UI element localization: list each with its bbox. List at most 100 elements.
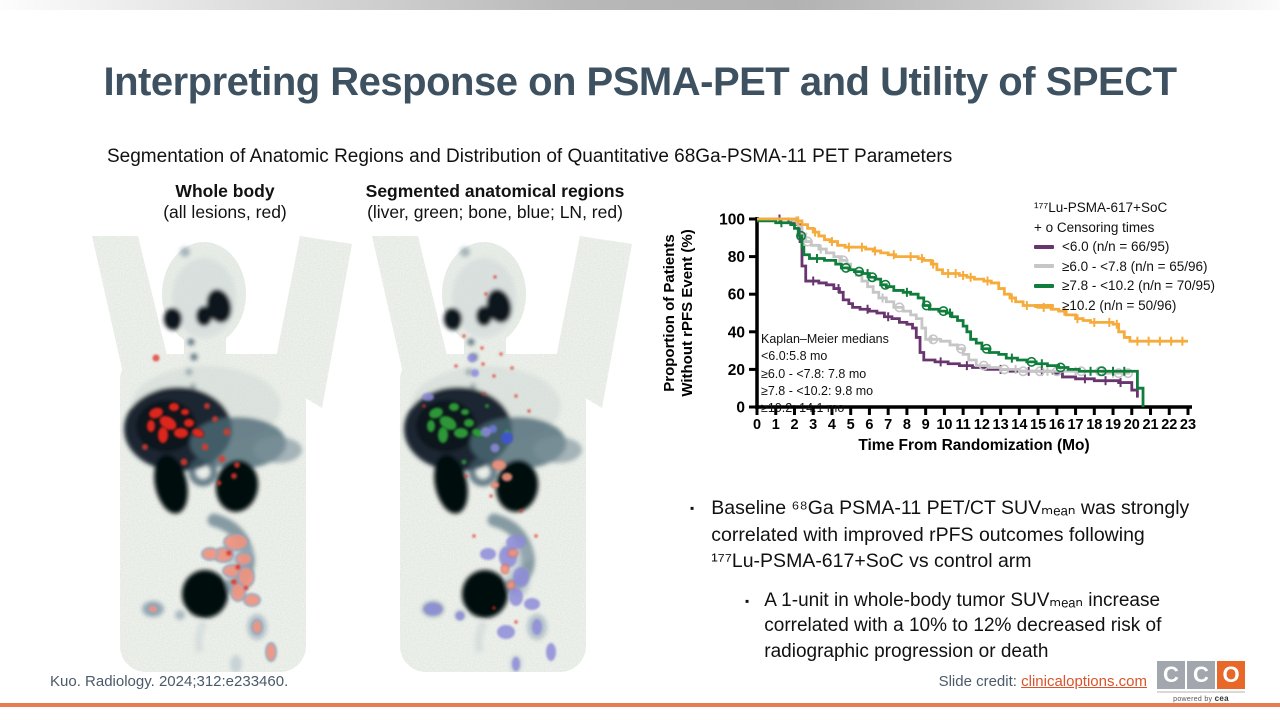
km-curve [757, 219, 1145, 407]
legend-item: <6.0 (n/n = 66/95) [1034, 237, 1215, 257]
whole-body-subtitle: (all lesions, red) [163, 202, 287, 223]
bullet-sub-text: A 1-unit in whole-body tumor SUVₘₑₐₙ inc… [764, 589, 1162, 663]
km-chart: 0 20 40 60 80 100 0 1 2 3 4 5 6 7 8 9 10 11 12 13 14 15 16 17 18… [660, 196, 1276, 468]
censor-circle [999, 364, 1010, 375]
censor-circle [796, 230, 807, 241]
x-tick-label: 0 [753, 417, 761, 433]
censor-circle [1055, 362, 1066, 373]
legend-label: ≥10.2 (n/n = 50/96) [1062, 297, 1177, 313]
censor-circle [1026, 356, 1037, 367]
y-axis-title: Proportion of Patients [661, 234, 678, 392]
x-tick-label: 17 [1067, 417, 1083, 433]
y-tick-label: 40 [728, 324, 745, 341]
x-tick-label: 21 [1142, 417, 1158, 433]
y-tick-label: 80 [728, 249, 745, 266]
x-tick-label: 3 [809, 417, 817, 433]
km-medians-annotation: Kaplan–Meier medians <6.0:5.8 mo ≥6.0 - <7… [761, 331, 889, 417]
slide-credit-link[interactable]: clinicaloptions.com [1021, 673, 1147, 690]
bullet-list: ▪ Baseline ⁶⁸Ga PSMA-11 PET/CT SUVₘₑₐₙ w… [690, 495, 1195, 665]
bottom-accent-line [0, 703, 1280, 707]
x-tick-label: 11 [955, 417, 970, 433]
legend-label: <6.0 (n/n = 66/95) [1062, 239, 1170, 255]
citation: Kuo. Radiology. 2024;312:e233460. [50, 673, 289, 690]
bullet-marker: ▪ [690, 501, 695, 515]
km-medians-line: <6.0:5.8 mo [761, 349, 828, 364]
legend-color-chip [1034, 244, 1054, 249]
y-axis-title: Without rPFS Event (%) [679, 229, 696, 396]
censor-circle [880, 279, 891, 290]
segmented-subtitle: (liver, green; bone, blue; LN, red) [367, 202, 623, 223]
cco-logo: C C O powered by cea [1157, 661, 1245, 703]
x-tick-label: 14 [1011, 417, 1027, 433]
censor-circle [1113, 368, 1124, 379]
x-tick-label: 12 [974, 417, 990, 433]
censor-circle [867, 272, 878, 283]
legend-label: ≥6.0 - <7.8 (n/n = 65/96) [1062, 258, 1208, 274]
cco-logo-letter: O [1217, 661, 1245, 689]
censor-circle [802, 236, 813, 247]
x-tick-label: 4 [828, 417, 836, 433]
y-tick-label: 20 [728, 362, 745, 379]
figure-subtitle: Segmentation of Anatomic Regions and Dis… [107, 146, 953, 167]
censor-circle [938, 306, 949, 317]
x-tick-label: 16 [1049, 417, 1065, 433]
whole-body-label: Whole body (all lesions, red) [95, 181, 355, 224]
km-medians-line: ≥6.0 - <7.8: 7.8 mo [761, 366, 867, 381]
segmented-title: Segmented anatomical regions [365, 181, 625, 201]
km-medians-line: ≥10.2: 14.1 mo [761, 401, 845, 415]
pet-scan-segmented [372, 236, 632, 672]
bullet-marker: ▪ [745, 593, 750, 608]
legend-item: ≥10.2 (n/n = 50/96) [1034, 296, 1215, 316]
y-tick-label: 100 [719, 212, 745, 229]
bullet-main-text: Baseline ⁶⁸Ga PSMA-11 PET/CT SUVₘₑₐₙ was… [711, 497, 1190, 573]
legend-censoring-note: + o Censoring times [1034, 219, 1155, 235]
x-tick-label: 18 [1086, 417, 1102, 433]
slide-credit: Slide credit: clinicaloptions.com [939, 673, 1147, 690]
legend-title: ¹⁷⁷Lu-PSMA-617+SoC [1034, 200, 1168, 215]
slide-credit-label: Slide credit: [938, 673, 1022, 690]
top-gradient-bar [0, 0, 1280, 10]
x-axis-title: Time From Randomization (Mo) [858, 437, 1089, 454]
censor-circle [921, 300, 932, 311]
x-tick-label: 8 [903, 417, 911, 433]
legend-item: ≥7.8 - <10.2 (n/n = 70/95) [1034, 276, 1215, 296]
censor-circle [1034, 366, 1045, 377]
x-tick-label: 10 [936, 417, 952, 433]
censor-circle [1096, 366, 1107, 377]
censor-circle [956, 343, 967, 354]
legend-color-chip [1034, 284, 1054, 289]
legend-color-chip [1034, 264, 1054, 269]
censor-circle [928, 334, 939, 345]
bullet-main: ▪ Baseline ⁶⁸Ga PSMA-11 PET/CT SUVₘₑₐₙ w… [690, 495, 1195, 575]
censor-circle [854, 266, 865, 277]
censor-circle [1018, 366, 1029, 377]
censor-circle [978, 360, 989, 371]
bullet-sub: ▪ A 1-unit in whole-body tumor SUVₘₑₐₙ i… [745, 588, 1195, 665]
cco-logo-letter: C [1187, 661, 1215, 689]
km-medians-line: Kaplan–Meier medians [761, 332, 889, 346]
x-tick-label: 1 [772, 417, 780, 433]
cco-powered-by: powered by cea [1173, 694, 1229, 703]
y-tick-label: 0 [736, 400, 745, 417]
legend-label: ≥7.8 - <10.2 (n/n = 70/95) [1062, 278, 1216, 294]
y-tick-label: 60 [728, 287, 745, 304]
x-tick-label: 20 [1124, 417, 1140, 433]
segmented-label: Segmented anatomical regions (liver, gre… [350, 181, 640, 224]
x-tick-label: 7 [884, 417, 892, 433]
x-tick-label: 23 [1180, 417, 1196, 433]
pet-scan-whole-body [92, 236, 352, 672]
cco-logo-letter: C [1157, 661, 1185, 689]
x-tick-label: 13 [993, 417, 1009, 433]
x-tick-label: 5 [847, 417, 855, 433]
legend-color-chip [1034, 303, 1054, 308]
km-curve [757, 217, 1130, 375]
km-legend: ¹⁷⁷Lu-PSMA-617+SoC + o Censoring times <… [1034, 198, 1215, 315]
x-tick-label: 15 [1030, 417, 1046, 433]
censor-circle [841, 262, 852, 273]
km-medians-line: ≥7.8 - <10.2: 9.8 mo [761, 383, 874, 398]
x-tick-label: 9 [922, 417, 930, 433]
cco-logo-rule [1157, 691, 1245, 693]
x-tick-label: 22 [1161, 417, 1177, 433]
